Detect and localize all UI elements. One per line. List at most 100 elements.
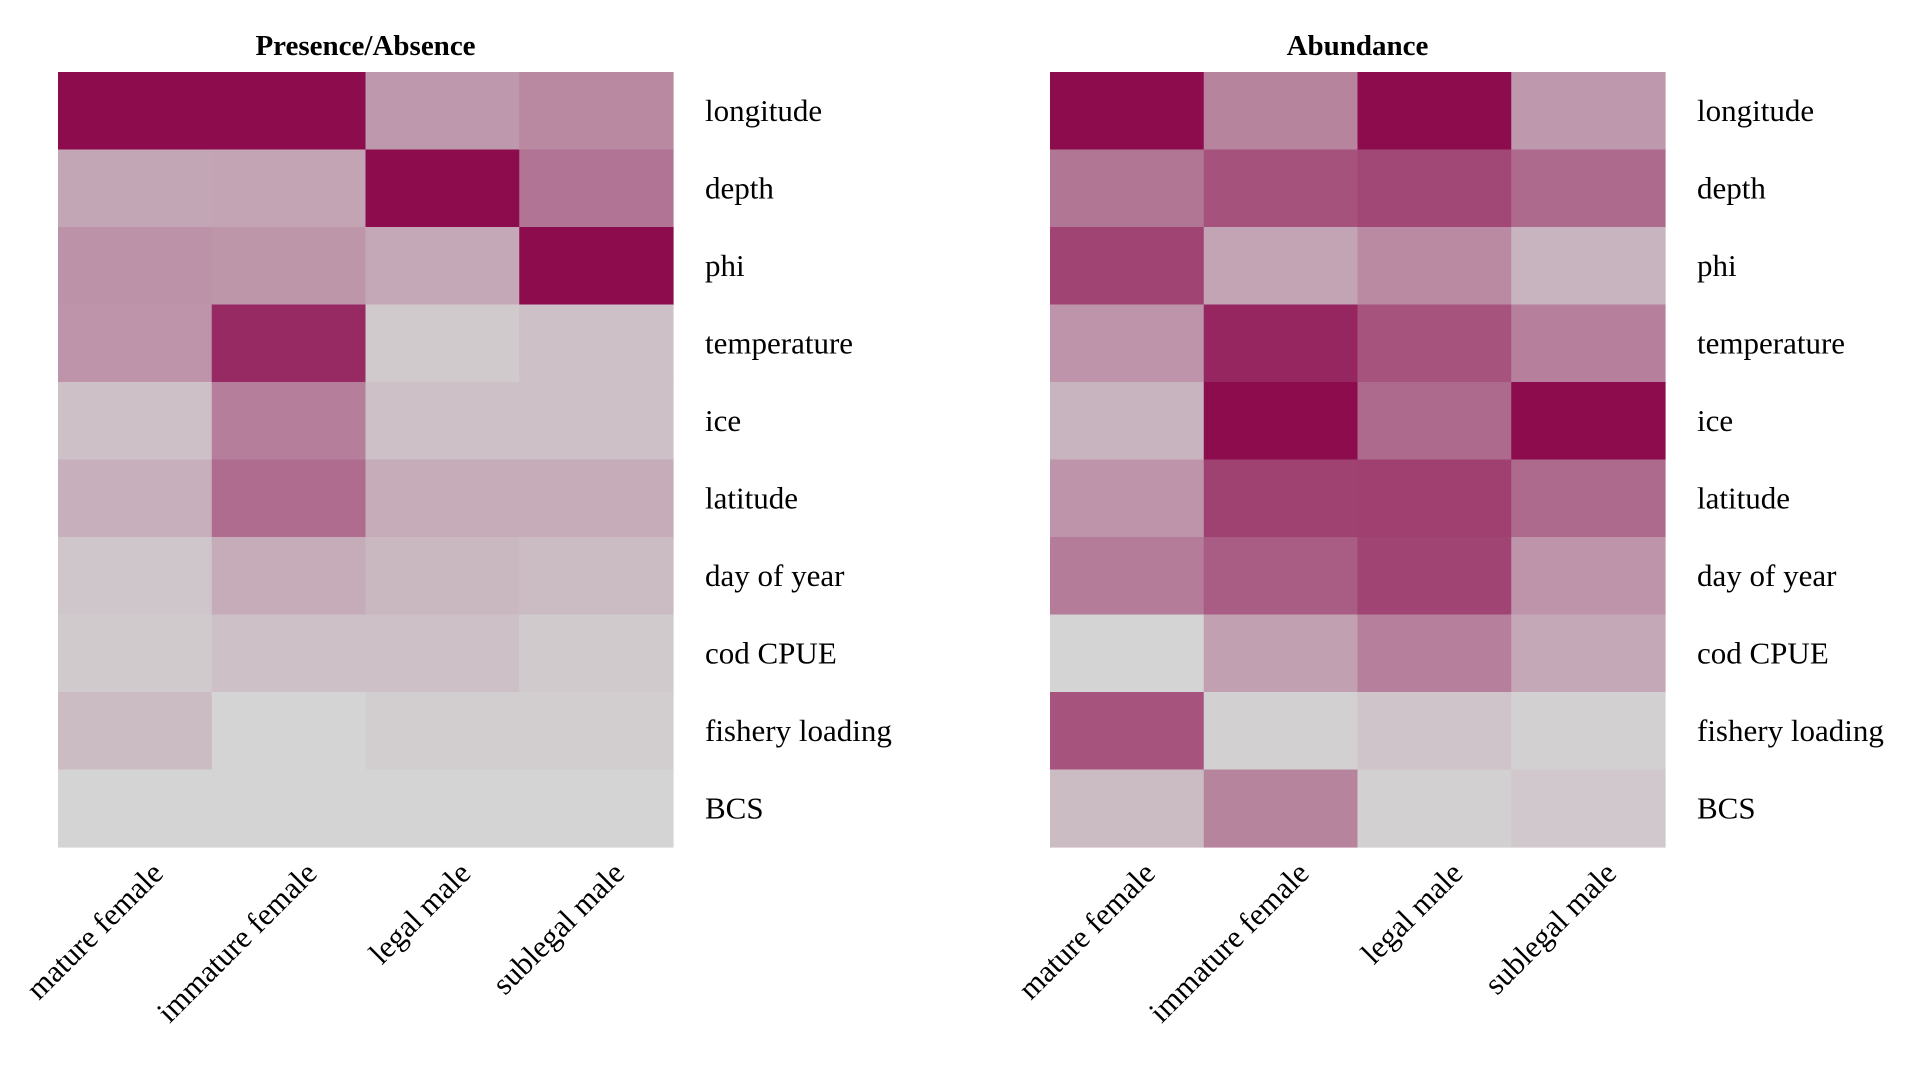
abundance-cell-longitude-sublegal-male <box>1511 72 1666 151</box>
abundance-row-label-day-of-year: day of year <box>1697 558 1837 593</box>
abundance-col-label-legal-male: legal male <box>1354 855 1469 970</box>
presence-absence-cell-day-of-year-legal-male <box>365 537 520 616</box>
abundance-cell-longitude-mature-female <box>1050 72 1205 151</box>
presence-absence-row-label-longitude: longitude <box>705 93 822 128</box>
presence-absence-cell-latitude-immature-female <box>211 459 367 538</box>
presence-absence-cell-longitude-immature-female <box>211 72 367 151</box>
abundance-cell-day-of-year-legal-male <box>1357 537 1512 616</box>
abundance-cell-cod-cpue-immature-female <box>1203 614 1359 693</box>
presence-absence-cell-depth-sublegal-male <box>519 149 674 228</box>
presence-absence-col-label-mature-female: mature female <box>19 855 170 1006</box>
abundance-row-label-latitude: latitude <box>1697 480 1790 515</box>
presence-absence-cell-phi-mature-female <box>58 227 213 306</box>
presence-absence-cell-depth-mature-female <box>58 149 213 228</box>
abundance-heatmap: Abundance longitude depth phi temperature ice… <box>1011 30 1884 1029</box>
presence-absence-cell-day-of-year-immature-female <box>211 537 367 616</box>
abundance-cell-cod-cpue-legal-male <box>1357 614 1512 693</box>
abundance-cell-depth-sublegal-male <box>1511 149 1666 228</box>
presence-absence-cell-latitude-sublegal-male <box>519 459 674 538</box>
presence-absence-col-label-legal-male: legal male <box>362 855 477 970</box>
presence-absence-row-label-cod-cpue: cod CPUE <box>705 635 837 670</box>
abundance-cell-phi-legal-male <box>1357 227 1512 306</box>
presence-absence-cell-ice-legal-male <box>365 382 520 461</box>
abundance-cell-latitude-mature-female <box>1050 459 1205 538</box>
abundance-row-label-cod-cpue: cod CPUE <box>1697 635 1829 670</box>
abundance-cell-cod-cpue-mature-female <box>1050 614 1205 693</box>
abundance-cell-temperature-immature-female <box>1203 304 1359 383</box>
presence-absence-cell-day-of-year-sublegal-male <box>519 537 674 616</box>
presence-absence-cell-phi-sublegal-male <box>519 227 674 306</box>
abundance-col-label-mature-female: mature female <box>1011 855 1162 1006</box>
abundance-cell-ice-legal-male <box>1357 382 1512 461</box>
presence-absence-col-label-sublegal-male: sublegal male <box>485 855 631 1001</box>
presence-absence-cell-ice-mature-female <box>58 382 213 461</box>
abundance-cell-fishery-loading-mature-female <box>1050 692 1205 771</box>
presence-absence-cell-depth-immature-female <box>211 149 367 228</box>
abundance-cell-longitude-immature-female <box>1203 72 1359 151</box>
presence-absence-cell-latitude-mature-female <box>58 459 213 538</box>
presence-absence-cell-cod-cpue-immature-female <box>211 614 367 693</box>
abundance-cell-ice-mature-female <box>1050 382 1205 461</box>
abundance-cell-latitude-sublegal-male <box>1511 459 1666 538</box>
abundance-cell-fishery-loading-immature-female <box>1203 692 1359 771</box>
abundance-title: Abundance <box>1287 30 1429 62</box>
presence-absence-cell-cod-cpue-sublegal-male <box>519 614 674 693</box>
abundance-row-label-fishery-loading: fishery loading <box>1697 713 1884 748</box>
abundance-cell-bcs-sublegal-male <box>1511 769 1666 848</box>
presence-absence-row-label-temperature: temperature <box>705 325 853 360</box>
presence-absence-row-label-bcs: BCS <box>705 790 764 825</box>
abundance-cell-day-of-year-mature-female <box>1050 537 1205 616</box>
abundance-row-label-temperature: temperature <box>1697 325 1845 360</box>
abundance-cell-bcs-immature-female <box>1203 769 1359 848</box>
presence-absence-cell-temperature-immature-female <box>211 304 367 383</box>
abundance-cell-depth-immature-female <box>1203 149 1359 228</box>
presence-absence-cell-temperature-sublegal-male <box>519 304 674 383</box>
abundance-cell-phi-sublegal-male <box>1511 227 1666 306</box>
presence-absence-row-label-latitude: latitude <box>705 480 798 515</box>
presence-absence-cell-cod-cpue-legal-male <box>365 614 520 693</box>
presence-absence-heatmap: Presence/Absence longitude depth phi tempera… <box>19 30 892 1029</box>
presence-absence-cell-phi-legal-male <box>365 227 520 306</box>
abundance-row-label-ice: ice <box>1697 403 1733 438</box>
presence-absence-row-label-fishery-loading: fishery loading <box>705 713 892 748</box>
presence-absence-row-label-ice: ice <box>705 403 741 438</box>
abundance-cell-temperature-sublegal-male <box>1511 304 1666 383</box>
presence-absence-cell-cod-cpue-mature-female <box>58 614 213 693</box>
abundance-cell-depth-legal-male <box>1357 149 1512 228</box>
abundance-cell-fishery-loading-legal-male <box>1357 692 1512 771</box>
abundance-cell-temperature-mature-female <box>1050 304 1205 383</box>
abundance-row-label-longitude: longitude <box>1697 93 1814 128</box>
presence-absence-cell-temperature-mature-female <box>58 304 213 383</box>
abundance-cell-fishery-loading-sublegal-male <box>1511 692 1666 771</box>
presence-absence-col-label-immature-female: immature female <box>150 855 324 1029</box>
abundance-cell-temperature-legal-male <box>1357 304 1512 383</box>
abundance-cell-phi-immature-female <box>1203 227 1359 306</box>
abundance-cell-phi-mature-female <box>1050 227 1205 306</box>
abundance-row-label-bcs: BCS <box>1697 790 1756 825</box>
abundance-cell-longitude-legal-male <box>1357 72 1512 151</box>
presence-absence-row-label-day-of-year: day of year <box>705 558 845 593</box>
presence-absence-cell-bcs-immature-female <box>211 769 367 848</box>
abundance-cell-latitude-legal-male <box>1357 459 1512 538</box>
abundance-cell-ice-sublegal-male <box>1511 382 1666 461</box>
presence-absence-cell-fishery-loading-mature-female <box>58 692 213 771</box>
abundance-col-label-immature-female: immature female <box>1142 855 1316 1029</box>
abundance-cell-bcs-mature-female <box>1050 769 1205 848</box>
presence-absence-cell-temperature-legal-male <box>365 304 520 383</box>
presence-absence-cell-bcs-sublegal-male <box>519 769 674 848</box>
presence-absence-cell-phi-immature-female <box>211 227 367 306</box>
presence-absence-cell-fishery-loading-immature-female <box>211 692 367 771</box>
abundance-cell-day-of-year-sublegal-male <box>1511 537 1666 616</box>
presence-absence-row-label-phi: phi <box>705 248 745 283</box>
presence-absence-cell-fishery-loading-legal-male <box>365 692 520 771</box>
presence-absence-cell-longitude-sublegal-male <box>519 72 674 151</box>
abundance-cell-depth-mature-female <box>1050 149 1205 228</box>
presence-absence-row-label-depth: depth <box>705 170 774 205</box>
presence-absence-cell-fishery-loading-sublegal-male <box>519 692 674 771</box>
abundance-cell-cod-cpue-sublegal-male <box>1511 614 1666 693</box>
abundance-row-label-depth: depth <box>1697 170 1766 205</box>
abundance-row-label-phi: phi <box>1697 248 1737 283</box>
presence-absence-cell-longitude-mature-female <box>58 72 213 151</box>
